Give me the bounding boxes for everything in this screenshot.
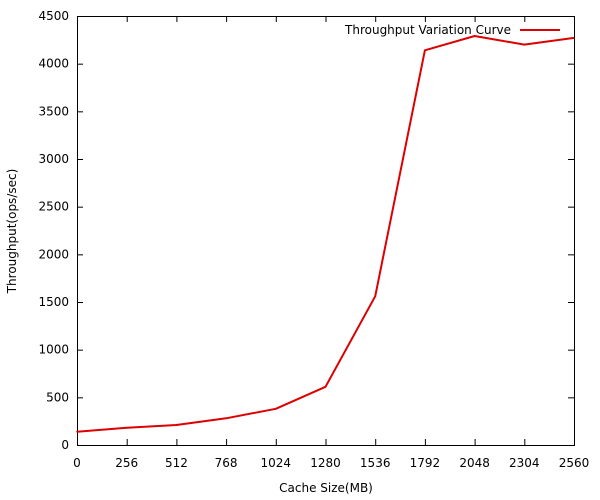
data-point — [424, 49, 426, 52]
y-tick-label: 4500 — [38, 9, 69, 23]
data-point — [573, 37, 575, 39]
x-axis-title: Cache Size(MB) — [279, 481, 373, 495]
data-point — [225, 417, 227, 420]
data-point — [523, 43, 526, 46]
series-layer — [76, 35, 575, 433]
legend-label: Throughput Variation Curve — [344, 23, 511, 37]
y-tick-label: 2000 — [38, 247, 69, 261]
x-tick-label: 0 — [73, 456, 81, 470]
x-tick-label: 768 — [215, 456, 238, 470]
y-axis-title: Throughput(ops/sec) — [5, 169, 19, 295]
data-point — [125, 427, 128, 429]
data-point — [473, 35, 476, 37]
data-point — [175, 424, 178, 426]
legend: Throughput Variation Curve — [344, 23, 560, 37]
x-tick-label: 2048 — [459, 456, 490, 470]
x-tick-label: 256 — [115, 456, 138, 470]
x-tick-label: 1280 — [310, 456, 341, 470]
y-tick-label: 4000 — [38, 57, 69, 71]
y-tick-label: 500 — [46, 390, 69, 404]
x-tick-label: 1792 — [410, 456, 441, 470]
y-tick-label: 2500 — [38, 200, 69, 214]
y-axis: 0 500 1000 1500 2000 2500 3000 3500 4000 4500 — [38, 9, 574, 452]
data-point — [275, 407, 277, 410]
data-point — [324, 386, 327, 388]
y-tick-label: 1500 — [38, 295, 69, 309]
y-tick-label: 3000 — [38, 152, 69, 166]
x-axis: 0 256 512 768 1024 1280 1536 1792 2048 2304 2560 — [73, 16, 589, 470]
data-point — [374, 295, 377, 298]
data-point — [76, 430, 78, 433]
y-tick-label: 1000 — [38, 343, 69, 357]
x-tick-label: 1024 — [261, 456, 292, 470]
x-tick-label: 512 — [165, 456, 188, 470]
y-tick-label: 0 — [61, 438, 69, 452]
x-tick-label: 2560 — [559, 456, 590, 470]
x-tick-label: 2304 — [509, 456, 540, 470]
y-tick-label: 3500 — [38, 104, 69, 118]
x-tick-label: 1536 — [360, 456, 391, 470]
